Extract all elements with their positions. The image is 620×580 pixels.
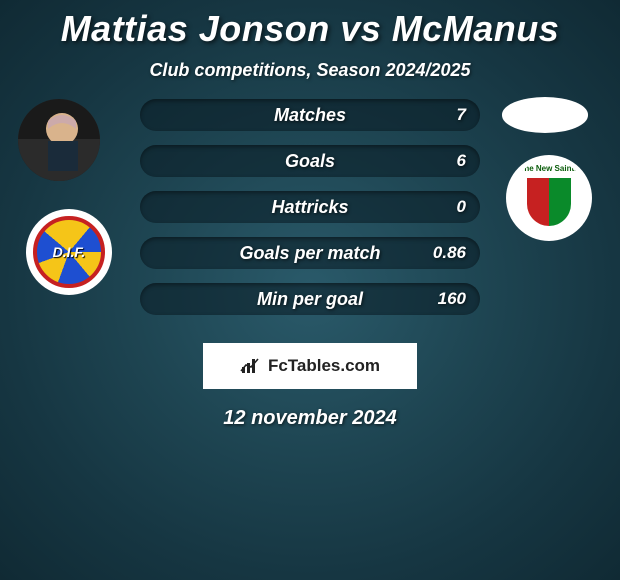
stat-right-value: 0 [457,197,466,217]
club-badge-right: The New Saints [506,155,592,241]
club-banner-text: The New Saints [511,164,587,173]
brand-text: FcTables.com [268,356,380,376]
date-text: 12 november 2024 [0,407,620,430]
stat-row-matches: Matches 7 [140,99,480,131]
stat-row-hattricks: Hattricks 0 [140,191,480,223]
stat-right-value: 7 [457,105,466,125]
stat-right-value: 6 [457,151,466,171]
bar-chart-icon [240,357,262,375]
page-title: Mattias Jonson vs McManus [0,0,620,50]
avatar-placeholder-icon [18,99,100,181]
club-initials: D.I.F. [53,244,86,260]
subtitle: Club competitions, Season 2024/2025 [0,60,620,81]
player-left-photo [18,99,100,181]
stat-row-mpg: Min per goal 160 [140,283,480,315]
comparison-area: D.I.F. The New Saints Matches 7 Goals 6 … [0,99,620,339]
club-badge-left: D.I.F. [26,209,112,295]
stat-label: Goals per match [140,243,480,264]
stat-right-value: 160 [438,289,466,309]
player-right-photo [502,97,588,133]
stat-label: Matches [140,105,480,126]
stat-label: Goals [140,151,480,172]
stat-label: Hattricks [140,197,480,218]
tns-badge-icon: The New Saints [511,160,587,236]
stat-row-gpm: Goals per match 0.86 [140,237,480,269]
stat-row-goals: Goals 6 [140,145,480,177]
stat-right-value: 0.86 [433,243,466,263]
stat-label: Min per goal [140,289,480,310]
brand-link[interactable]: FcTables.com [203,343,417,389]
dif-badge-icon: D.I.F. [33,216,105,288]
stats-list: Matches 7 Goals 6 Hattricks 0 Goals per … [140,99,480,329]
